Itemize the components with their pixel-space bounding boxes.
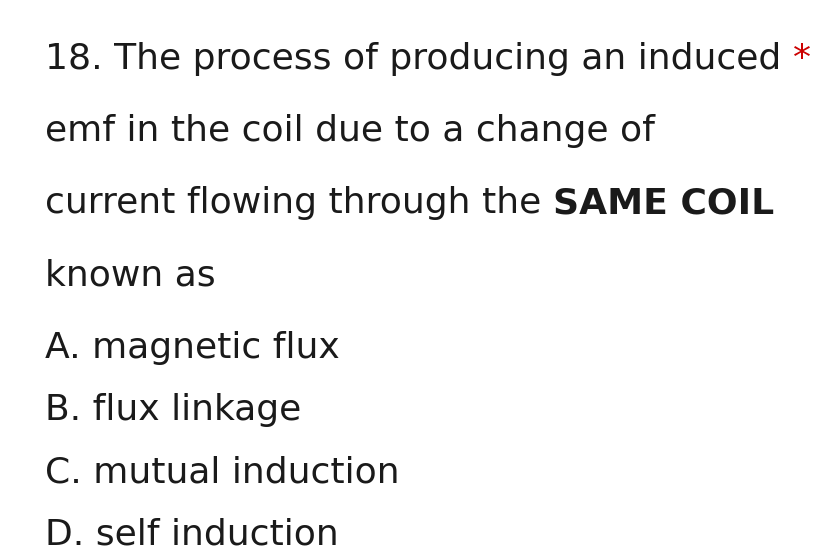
- Text: known as: known as: [45, 258, 216, 292]
- Text: *: *: [792, 42, 810, 76]
- Text: C. mutual induction: C. mutual induction: [45, 455, 400, 489]
- Text: B. flux linkage: B. flux linkage: [45, 393, 301, 427]
- Text: A. magnetic flux: A. magnetic flux: [45, 331, 340, 365]
- Text: D. self induction: D. self induction: [45, 517, 339, 551]
- Text: emf in the coil due to a change of: emf in the coil due to a change of: [45, 114, 655, 148]
- Text: SAME COIL: SAME COIL: [553, 186, 774, 220]
- Text: 18. The process of producing an induced: 18. The process of producing an induced: [45, 42, 792, 76]
- Text: current flowing through the: current flowing through the: [45, 186, 553, 220]
